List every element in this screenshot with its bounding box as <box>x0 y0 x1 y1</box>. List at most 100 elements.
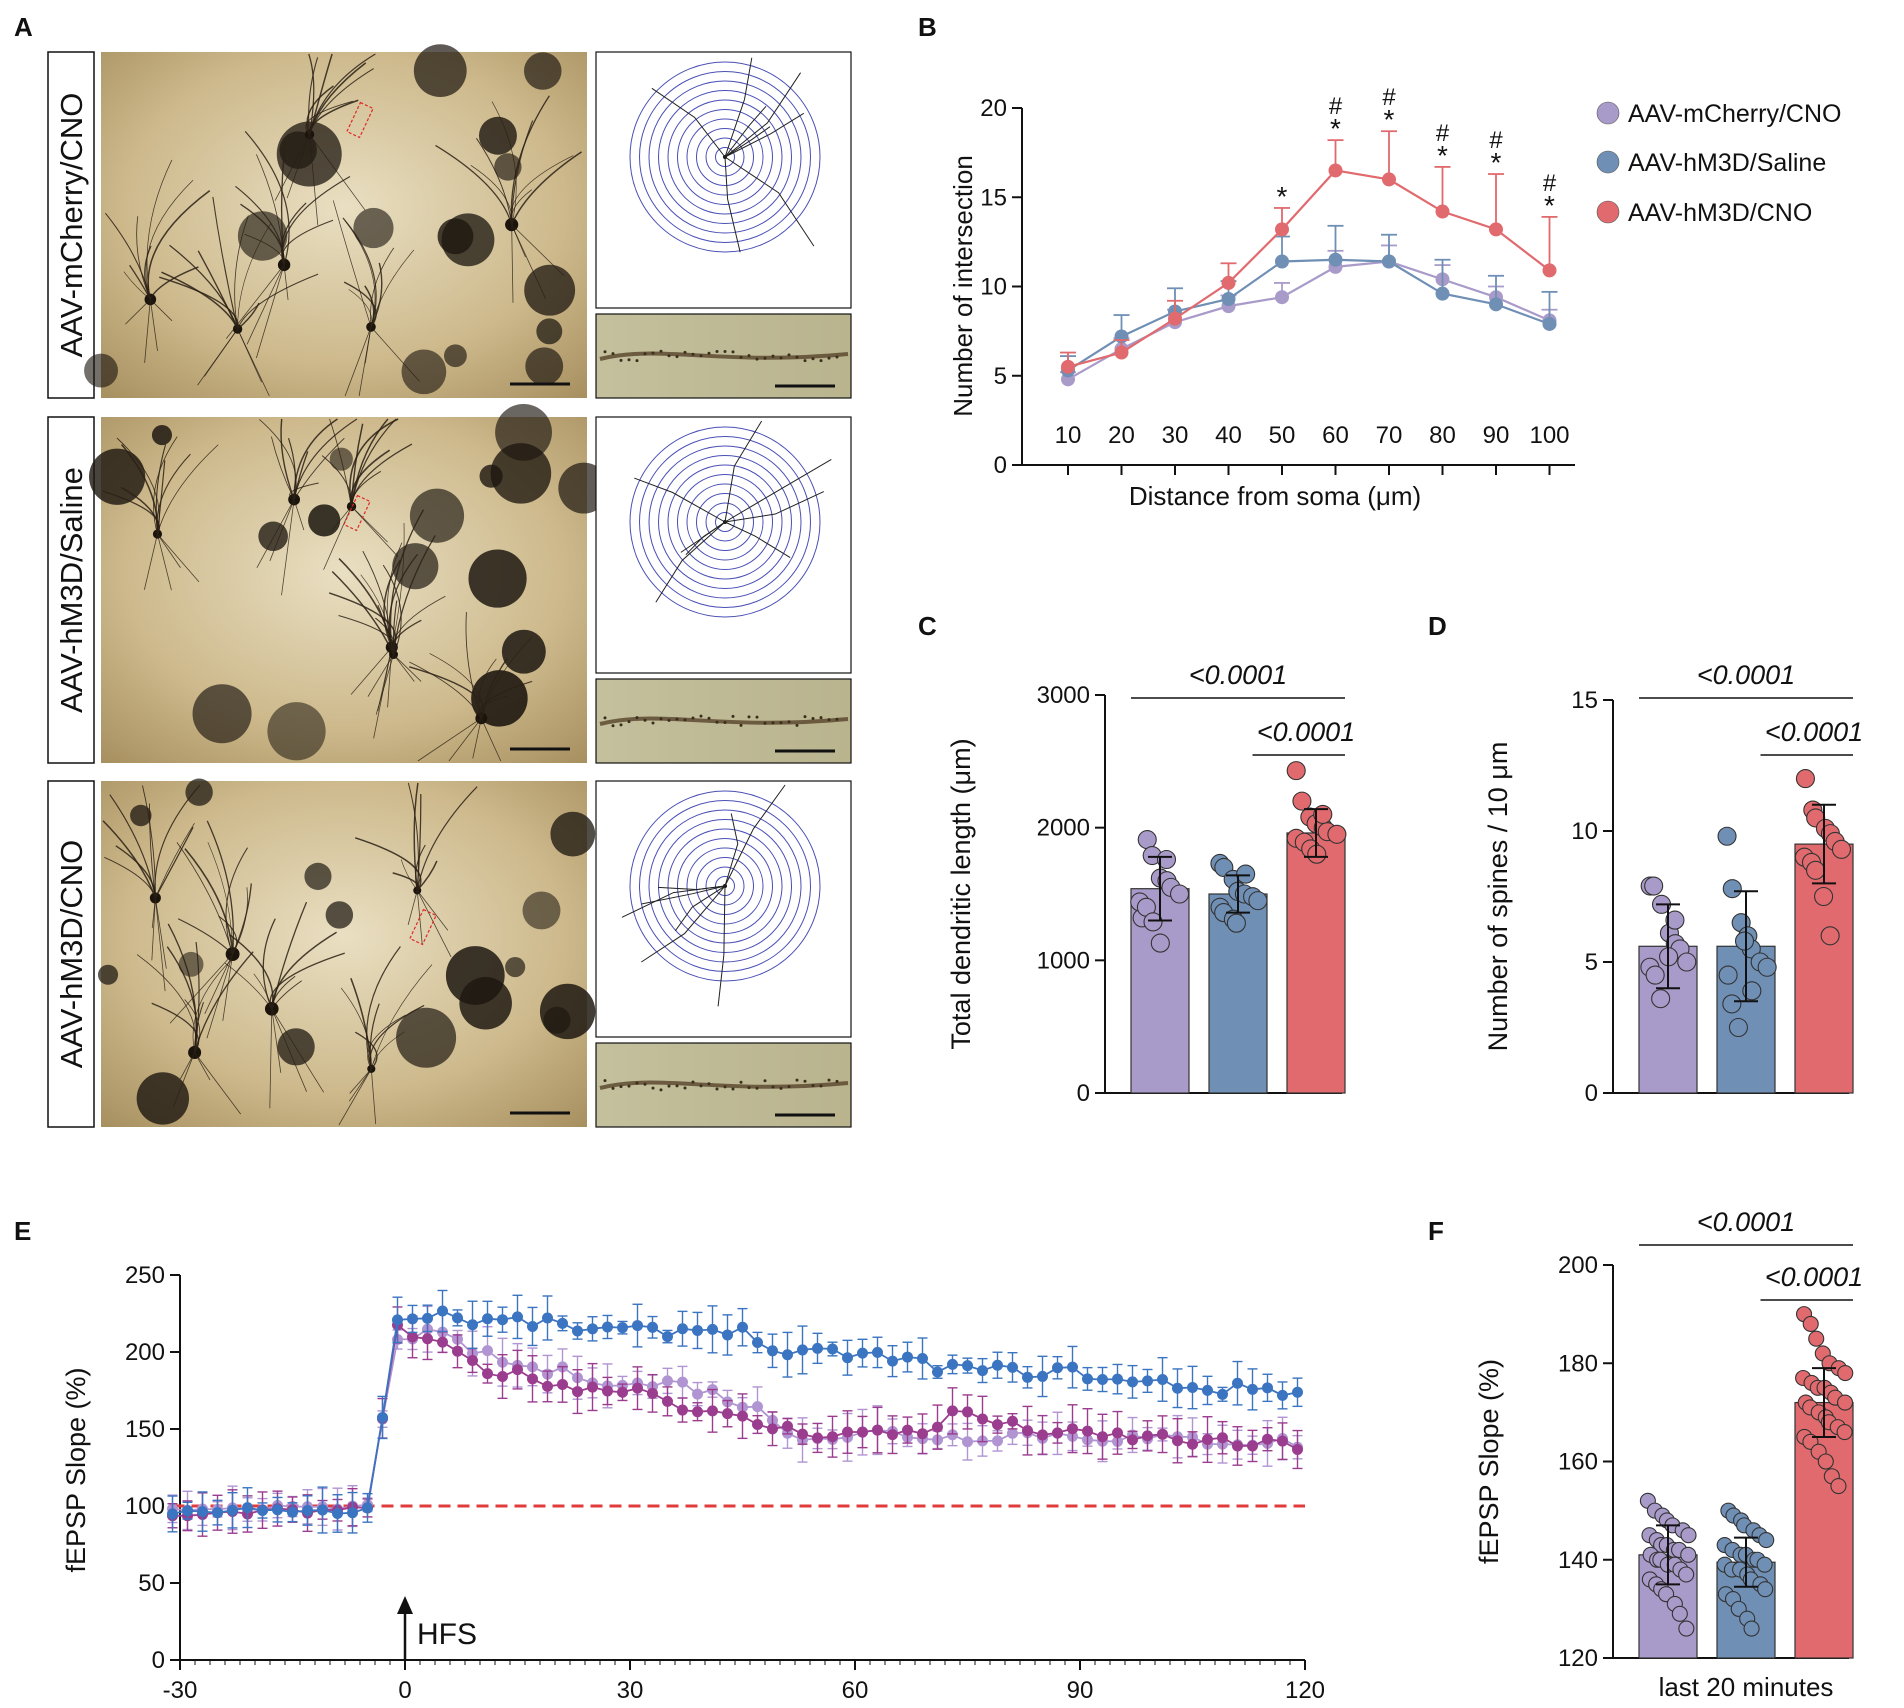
x-axis-label: last 20 minutes <box>1659 1672 1834 1702</box>
data-point <box>767 1345 778 1357</box>
sholl-ring <box>639 800 811 972</box>
dendritic-spine <box>731 350 735 354</box>
neuron-basal-dendrite <box>149 299 158 352</box>
data-point <box>1022 1371 1033 1383</box>
dendritic-spine <box>643 1082 647 1086</box>
sholl-ring <box>705 137 745 177</box>
traced-dendrite <box>724 784 786 887</box>
data-point <box>707 1405 718 1417</box>
traced-dendrite <box>724 126 771 158</box>
neuron-dendrite <box>155 823 195 899</box>
data-point <box>272 1504 283 1516</box>
panel-b-sholl-chart: 0 5 10 15 20 10 20 30 40 50 60 70 80 90 100 Number of i… <box>948 84 1575 511</box>
bar-group-hm3d-cno <box>1794 1306 1854 1659</box>
data-point <box>677 1376 688 1388</box>
series-blue <box>167 1289 1303 1534</box>
neuron-basal-dendrite <box>416 890 452 958</box>
dendritic-spine <box>795 723 799 727</box>
group-label-box <box>47 51 95 399</box>
glial-blob <box>525 347 564 386</box>
glial-blob <box>308 504 341 537</box>
sholl-ring <box>667 828 783 944</box>
data-point <box>377 1411 388 1423</box>
glial-blob <box>325 901 354 929</box>
neuron-dendrite <box>129 264 151 300</box>
neuron-basal-dendrite <box>344 326 372 397</box>
dendritic-spine <box>835 355 839 359</box>
glial-blob <box>353 207 394 249</box>
dendritic-spine <box>611 352 615 356</box>
x-tick-label: 30 <box>1162 422 1189 449</box>
y-tick-label: 160 <box>1558 1449 1598 1476</box>
dendritic-spine <box>635 716 639 720</box>
data-point <box>1037 1370 1048 1382</box>
x-tick-label: 10 <box>1055 422 1082 449</box>
neuron-basal-dendrite <box>375 654 394 715</box>
bar <box>1794 843 1854 1094</box>
neuron-basal-dendrite <box>222 954 234 1021</box>
dendritic-spine <box>795 355 799 359</box>
neuron-dendrite <box>207 842 233 955</box>
neuron-dendrite <box>306 85 334 135</box>
neuron-dendrite <box>349 418 399 507</box>
legend-label-saline: AAV-hM3D/Saline <box>1628 149 1826 177</box>
legend-item-hm3d-cno: AAV-hM3D/CNO <box>1596 199 1812 227</box>
neuron-dendrite <box>369 1003 380 1069</box>
neuron-basal-dendrite <box>338 1068 372 1126</box>
dendrite-inset <box>595 313 852 399</box>
data-point <box>662 1395 673 1407</box>
x-tick-label: 90 <box>1483 422 1510 449</box>
dendritic-spine <box>675 717 679 721</box>
neuron-dendrite <box>416 860 438 891</box>
dendritic-spine <box>787 353 791 357</box>
y-tick-label: 50 <box>138 1570 165 1597</box>
dendritic-spine <box>835 717 839 721</box>
data-point <box>1150 933 1170 953</box>
neuron-basal-dendrite <box>393 654 422 682</box>
neuron-basal-dendrite <box>293 499 305 531</box>
data-point <box>782 1349 793 1361</box>
data-point <box>1718 965 1738 985</box>
sholl-ring <box>648 80 802 234</box>
data-point <box>1137 830 1157 850</box>
glial-blob <box>539 983 596 1040</box>
neuron-basal-dendrite <box>269 1008 273 1109</box>
y-tick-label: 140 <box>1558 1547 1598 1574</box>
traced-dendrite <box>724 491 825 523</box>
neuron-basal-dendrite <box>511 224 565 277</box>
data-point <box>1817 1453 1834 1470</box>
panel-d-bar-chart: 0 5 10 15 Number of spines / 10 μm <0.0001 <0.… <box>1483 660 1863 1107</box>
dendritic-spine <box>763 721 767 725</box>
data-point <box>1677 952 1697 972</box>
data-point <box>707 1323 718 1335</box>
sholl-ring <box>686 847 764 925</box>
data-point <box>1489 297 1503 312</box>
glial-blob <box>445 946 505 1005</box>
neuron-basal-dendrite <box>416 890 449 931</box>
neuron-basal-dendrite <box>416 890 423 945</box>
dendritic-spine <box>827 718 831 722</box>
neuron-basal-dendrite <box>271 1008 325 1093</box>
data-point <box>917 1428 928 1440</box>
y-axis-title: Number of spines / 10 μm <box>1483 742 1513 1052</box>
data-point <box>257 1504 268 1516</box>
traced-dendrite <box>717 885 726 1007</box>
neuron-dendrite <box>338 557 395 655</box>
data-point <box>617 1386 628 1398</box>
y-tick-label: 10 <box>980 274 1007 301</box>
significance-hash: # <box>1436 120 1450 147</box>
dendritic-spine <box>811 1084 815 1088</box>
data-point <box>1082 1373 1093 1385</box>
sholl-tracing <box>595 51 852 309</box>
neuron-dendrite <box>206 820 235 955</box>
data-point <box>422 1333 433 1345</box>
dendritic-spine <box>819 359 823 363</box>
data-point <box>1067 1423 1078 1435</box>
data-point <box>827 1343 838 1355</box>
neuron-basal-dendrite <box>144 299 151 363</box>
neuron-basal-dendrite <box>351 506 399 558</box>
neuron-basal-dendrite <box>194 1052 211 1081</box>
x-axis-title: Distance from soma (μm) <box>1129 481 1421 511</box>
data-point <box>797 1428 808 1440</box>
x-tick-label: 0 <box>398 1677 411 1704</box>
